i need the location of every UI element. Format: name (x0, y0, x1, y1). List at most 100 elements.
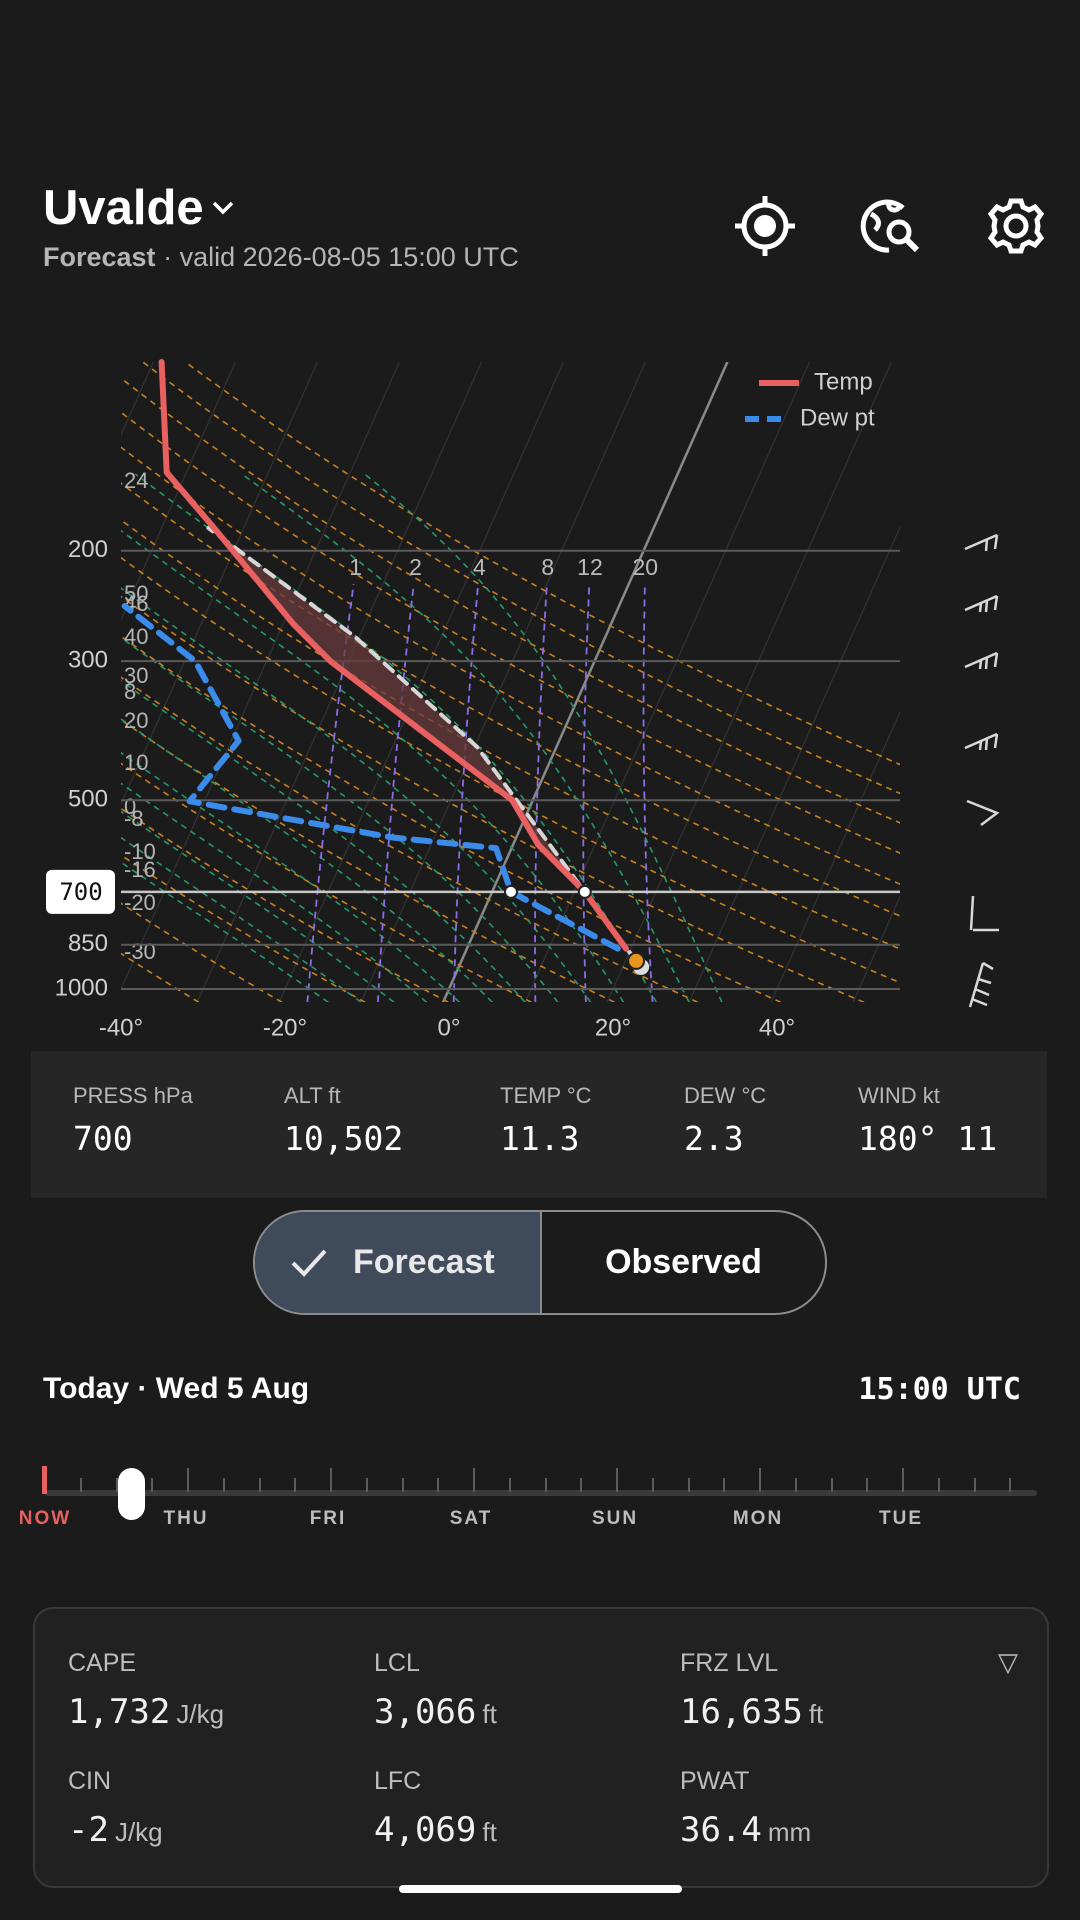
dry-adiabat (121, 718, 616, 1002)
isotherm (770, 710, 900, 1002)
readout-value: 2.3 (684, 1119, 744, 1158)
timeline-track (45, 1490, 1037, 1496)
barb-stroke (964, 533, 999, 552)
day-tick (902, 1468, 904, 1492)
y-tick-highlight (46, 869, 115, 914)
timeline-label: TUE (879, 1508, 923, 1529)
stat-value: 4,069 (374, 1810, 477, 1850)
dry-adiabat (121, 446, 900, 885)
stat-label: CIN (68, 1767, 112, 1795)
dry-adiabat (121, 635, 782, 1002)
observed-option[interactable]: Observed (542, 1212, 825, 1313)
y-tick-label: 700 (59, 878, 102, 906)
stat-unit: ft (482, 1699, 497, 1729)
timeline-label: MON (732, 1508, 784, 1529)
hour-tick (937, 1478, 940, 1492)
stat-value: 36.4 (680, 1810, 762, 1850)
isotherm (121, 362, 400, 991)
isotherm (606, 362, 892, 1002)
stat-value-row: 36.4 mm (680, 1810, 811, 1850)
isotherm (121, 362, 236, 622)
x-tick-label: -20° (263, 1014, 307, 1041)
location-chevron[interactable] (210, 198, 236, 218)
timeline-handle[interactable] (118, 1468, 145, 1520)
hour-tick (79, 1478, 82, 1492)
legend-label: Dew pt (800, 404, 875, 431)
expand-button[interactable]: ▽ (998, 1647, 1018, 1677)
location-title[interactable]: Uvalde (43, 181, 204, 235)
isotherm (524, 362, 810, 1002)
hour-tick (544, 1478, 547, 1492)
stat-unit: mm (767, 1817, 812, 1847)
hour-tick (687, 1478, 690, 1492)
parcel-origin (627, 951, 646, 970)
mixing-ratio-line (534, 583, 548, 1002)
stat-unit: J/kg (176, 1699, 225, 1729)
hour-tick (151, 1478, 154, 1492)
hour-tick (973, 1478, 976, 1492)
source-toggle: Forecast Observed (253, 1210, 827, 1315)
timeline[interactable]: NOW THU FRI SAT SUN MON TUE (0, 0, 1080, 1540)
dry-adiabat (121, 854, 366, 1002)
stat-unit: J/kg (114, 1817, 163, 1847)
day-tick (187, 1468, 189, 1492)
wind-barb (964, 533, 999, 552)
isotherm (121, 362, 318, 806)
hour-tick (866, 1478, 869, 1492)
y-tick-label: 300 (68, 646, 108, 673)
moist-adiabat (121, 529, 625, 1002)
line-label: 50 (124, 581, 148, 606)
legend-label: Temp (814, 368, 873, 395)
line-label: -8 (124, 806, 144, 831)
stat-unit: ft (808, 1699, 824, 1729)
dry-adiabat (121, 377, 900, 824)
timeline-label: SUN (591, 1508, 639, 1529)
readout-value: 700 (73, 1119, 133, 1158)
readout-value: 11.3 (500, 1119, 580, 1158)
now-marker (42, 1466, 47, 1494)
y-tick-label: 200 (68, 536, 108, 563)
mixing-ratio-label: 2 (409, 554, 422, 580)
wind-barb (968, 961, 994, 1008)
day-label: Today · Wed 5 Aug (43, 1372, 310, 1405)
stat-label: PWAT (680, 1767, 750, 1795)
stat-value: 1,732 (68, 1692, 171, 1732)
forecast-option[interactable]: Forecast (255, 1212, 542, 1313)
stat-value-row: 1,732 J/kg (68, 1692, 224, 1732)
y-tick-label: 500 (68, 786, 108, 813)
stat-value: 3,066 (374, 1692, 477, 1732)
mixing-ratio-label: 20 (632, 554, 658, 580)
mixing-ratio-label: 8 (541, 554, 554, 580)
hour-tick (830, 1478, 833, 1492)
line-label: 24 (124, 468, 148, 493)
settings-button[interactable] (984, 194, 1048, 258)
isotherm (360, 362, 646, 1002)
dry-adiabat (121, 482, 900, 917)
hour-tick (580, 1478, 583, 1492)
hour-tick (222, 1478, 225, 1492)
locate-button[interactable] (733, 194, 797, 258)
hour-tick (115, 1478, 118, 1492)
valid-label: · valid 2026-08-05 15:00 UTC (163, 242, 519, 272)
day-tick (759, 1468, 761, 1492)
wind-barb (969, 895, 999, 932)
cursor-marker (503, 884, 518, 899)
stat-value-row: -2 J/kg (68, 1810, 163, 1850)
barb-stroke (966, 799, 1000, 826)
search-location-button[interactable] (859, 194, 923, 258)
home-indicator (399, 1885, 682, 1893)
hour-tick (365, 1478, 368, 1492)
isotherm (688, 525, 900, 1002)
hour-tick (401, 1478, 404, 1492)
hour-tick (508, 1478, 511, 1492)
stat-label: FRZ LVL (680, 1649, 779, 1677)
cursor-marker (577, 884, 592, 899)
hour-tick (437, 1478, 440, 1492)
stat-value: -2 (68, 1810, 109, 1850)
line-label: -10 (124, 839, 156, 864)
day-tick (473, 1468, 475, 1492)
barb-stroke (964, 594, 999, 613)
timeline-label: NOW (18, 1508, 72, 1529)
line-label: -16 (124, 857, 156, 882)
isotherm (441, 362, 729, 1002)
